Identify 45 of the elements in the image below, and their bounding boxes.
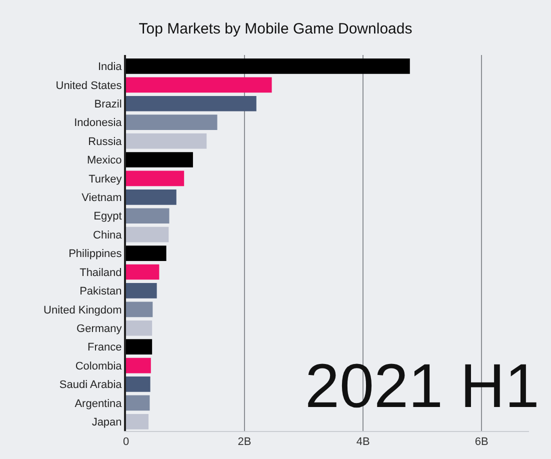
y-tick-label: Germany	[76, 322, 122, 335]
bar	[126, 170, 184, 186]
y-tick-label: Egypt	[94, 210, 122, 223]
x-tick-label: 2B	[238, 436, 252, 448]
bar	[126, 302, 153, 318]
y-tick-label: Brazil	[94, 98, 122, 110]
bar	[126, 190, 176, 205]
y-tick-label: France	[88, 342, 122, 354]
annotation: 2021 H1	[305, 352, 540, 421]
y-tick-label: Philippines	[68, 248, 122, 260]
bar	[126, 246, 166, 261]
bar	[126, 96, 256, 112]
y-tick-label: Indonesia	[74, 117, 123, 130]
bar	[126, 114, 218, 130]
y-tick-label: Turkey	[88, 173, 122, 186]
bar	[126, 152, 193, 168]
y-tick-label: Japan	[92, 416, 122, 428]
bar	[126, 395, 150, 411]
x-tick-label: 4B	[356, 436, 370, 448]
bar	[126, 133, 207, 149]
y-tick-label: Saudi Arabia	[59, 379, 123, 392]
y-tick-label: Pakistan	[80, 286, 122, 298]
bar	[126, 264, 160, 280]
x-tick-label: 0	[122, 436, 130, 448]
bar	[126, 208, 170, 224]
bar	[126, 376, 150, 392]
x-tick-label: 6B	[474, 436, 488, 448]
y-tick-label: Thailand	[80, 266, 122, 279]
bar	[126, 339, 152, 354]
bar	[126, 58, 410, 74]
bar	[126, 226, 169, 242]
y-tick-label: China	[93, 229, 123, 242]
y-tick-label: Russia	[88, 136, 123, 148]
y-tick-label: Argentina	[74, 398, 123, 410]
bar	[126, 77, 272, 93]
y-tick-label: Mexico	[86, 154, 122, 167]
y-tick-label: Vietnam	[82, 192, 122, 204]
y-tick-label: Colombia	[75, 360, 123, 372]
bar	[126, 320, 152, 336]
y-tick-label: India	[98, 61, 123, 74]
y-tick-label: United Kingdom	[44, 304, 122, 316]
bar	[126, 358, 151, 374]
chart-title: Top Markets by Mobile Game Downloads	[138, 20, 412, 38]
y-tick-label: United States	[56, 80, 122, 92]
bar	[126, 283, 157, 298]
